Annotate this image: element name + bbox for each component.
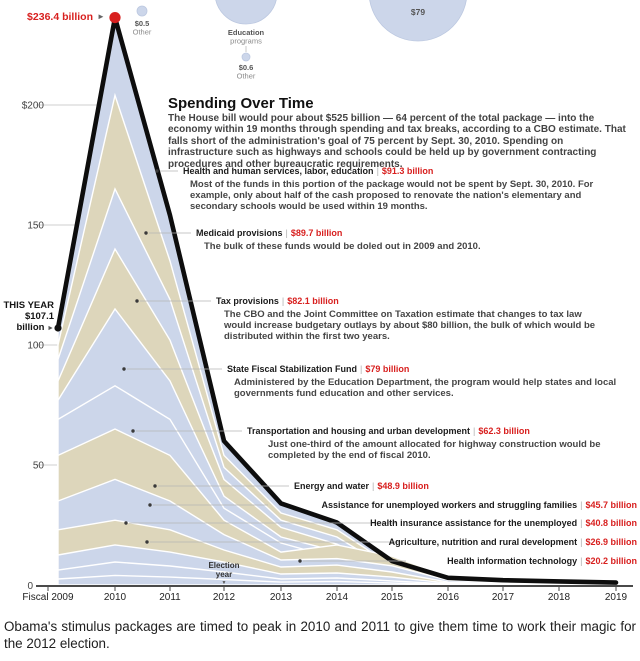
- leader-dot-4: [131, 429, 135, 433]
- other-2009-bubble-label: Other: [133, 28, 152, 37]
- x-axis-label: 2015: [381, 592, 404, 603]
- chart-graphic: Fiscal 2009 2010 2011 2012 2013 2014 2015 2016 2…: [3, 0, 637, 603]
- x-axis-label: 2017: [492, 592, 515, 603]
- leader-dot-3: [122, 367, 126, 371]
- x-axis-label: Fiscal 2009: [22, 592, 74, 603]
- other-2009-bubble-label: $0.5: [135, 19, 150, 28]
- leader-dot-1: [144, 231, 148, 235]
- other-2009-bubble: [136, 5, 148, 17]
- education-programs-bubble-sub-label: Other: [237, 72, 256, 81]
- leader-dot-0: [155, 169, 159, 173]
- x-axis-label: 2012: [213, 592, 236, 603]
- peak-point-dot: [109, 12, 121, 24]
- x-axis-label: 2016: [437, 592, 460, 603]
- sfsf-bubble-value: $79: [411, 7, 425, 17]
- x-axis-label: 2011: [159, 592, 181, 603]
- x-axis-label: 2018: [548, 592, 571, 603]
- education-programs-bubble-label: Education: [228, 28, 265, 37]
- y-axis-label: 100: [27, 341, 44, 352]
- x-axis-label: 2014: [326, 592, 349, 603]
- y-axis-label: $200: [22, 101, 45, 112]
- y-axis-label: 50: [33, 461, 45, 472]
- leader-dot-7: [124, 521, 128, 525]
- leader-dot-6: [148, 503, 152, 507]
- y-axis-label: 150: [27, 221, 44, 232]
- chart-canvas: Fiscal 2009 2010 2011 2012 2013 2014 2015 2016 2…: [22, 0, 633, 603]
- education-programs-bubble-label: programs: [230, 37, 262, 46]
- leader-dot-5: [153, 484, 157, 488]
- leader-dot-8: [145, 540, 149, 544]
- start-point-dot: [54, 324, 62, 332]
- education-programs-bubble: [215, 0, 277, 25]
- page-caption: Obama's stimulus packages are timed to p…: [4, 619, 636, 651]
- education-programs-bubble-sub: [241, 52, 251, 62]
- x-axis-label: 2013: [270, 592, 293, 603]
- leader-dot-9: [298, 559, 302, 563]
- x-axis-label: 2010: [104, 592, 127, 603]
- education-programs-bubble-sub-label: $0.6: [239, 63, 254, 72]
- spending-layer-11: [57, 574, 616, 586]
- x-axis-label: 2019: [605, 592, 628, 603]
- leader-dot-2: [135, 299, 139, 303]
- y-axis-zero-label: 0: [27, 581, 33, 592]
- sfsf-bubble: [369, 0, 467, 42]
